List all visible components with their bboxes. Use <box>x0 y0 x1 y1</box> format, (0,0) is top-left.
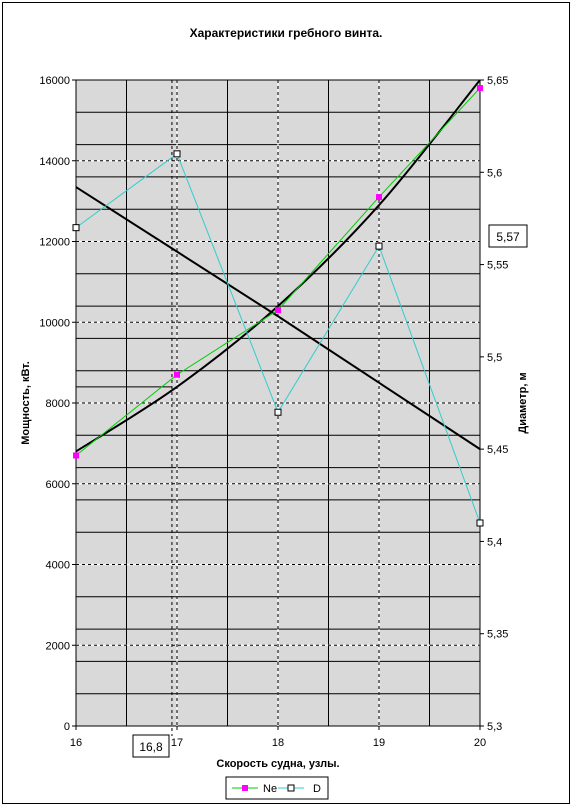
trend-line-diameter-line <box>75 186 481 450</box>
y-axis-right-label: Диаметр, м <box>517 372 529 433</box>
y-left-tick-label: 12000 <box>39 237 70 249</box>
x-tick-label: 19 <box>373 737 385 749</box>
y-right-tick-label: 5,5 <box>487 352 502 364</box>
tick-labels: 0 2000 4000 6000 8000 10000 12000 14000 16000 5,3… <box>39 75 508 749</box>
series-ne-point <box>73 452 79 459</box>
diameter-marker-label: 5,57 <box>496 230 520 244</box>
y-left-tick-label: 6000 <box>46 479 70 491</box>
x-tick-label: 16 <box>70 737 82 749</box>
legend-box <box>225 776 329 800</box>
legend-ne-label: Ne <box>263 783 277 795</box>
series-ne-point <box>275 307 281 314</box>
y-left-tick-label: 14000 <box>39 156 70 168</box>
series-d-point <box>173 150 181 158</box>
series-ne-point <box>477 85 483 92</box>
series-d-point <box>375 242 383 250</box>
chart-title: Характеристики гребного винта. <box>190 26 383 40</box>
y-right-tick-label: 5,4 <box>487 536 502 548</box>
y-left-tick-label: 4000 <box>46 560 70 572</box>
speed-marker-label-box: 16,8 <box>132 734 170 758</box>
series-layer <box>72 79 484 527</box>
legend-d-marker <box>287 784 295 792</box>
series-d-point <box>274 408 282 416</box>
series-d-point <box>476 519 484 527</box>
trend-line-power-curve <box>75 79 481 453</box>
x-tick-label: 20 <box>474 737 486 749</box>
y-left-tick-label: 2000 <box>46 640 70 652</box>
y-axis-left-label: Мощность, кВт. <box>20 361 32 445</box>
x-tick-label: 18 <box>272 737 284 749</box>
speed-marker-label: 16,8 <box>139 740 163 754</box>
series-ne-point <box>376 194 382 201</box>
diameter-marker-label-box: 5,57 <box>488 224 528 248</box>
y-right-tick-label: 5,65 <box>487 75 508 87</box>
y-right-tick-label: 5,45 <box>487 444 508 456</box>
y-right-tick-label: 5,55 <box>487 260 508 272</box>
y-left-tick-label: 0 <box>64 721 70 733</box>
y-left-tick-label: 16000 <box>39 75 70 87</box>
series-d-point <box>72 224 80 232</box>
legend-ne-marker <box>242 785 248 791</box>
series-ne-point <box>174 371 180 378</box>
y-right-tick-label: 5,6 <box>487 167 502 179</box>
y-left-tick-label: 8000 <box>46 398 70 410</box>
x-axis-label: Скорость судна, узлы. <box>216 758 339 770</box>
legend-d-label: D <box>313 783 321 795</box>
y-right-tick-label: 5,35 <box>487 629 508 641</box>
y-right-tick-label: 5,3 <box>487 721 502 733</box>
x-tick-label: 17 <box>171 737 183 749</box>
legend: Ne D <box>225 776 329 800</box>
y-left-tick-label: 10000 <box>39 317 70 329</box>
grid <box>76 80 480 736</box>
